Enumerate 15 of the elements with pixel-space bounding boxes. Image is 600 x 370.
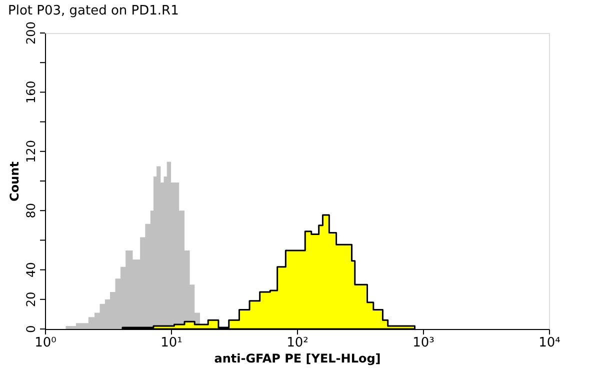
y-tick-label: 80 xyxy=(24,202,38,218)
y-axis-title: Count xyxy=(8,161,22,202)
y-tick-label: 120 xyxy=(24,140,38,163)
chart-title: Plot P03, gated on PD1.R1 xyxy=(8,4,179,19)
y-tick-label: 200 xyxy=(24,22,38,44)
y-tick-label: 20 xyxy=(24,292,38,308)
x-tick-label: 10⁴ xyxy=(538,336,560,350)
y-tick-label: 0 xyxy=(24,325,38,333)
x-axis-title: anti-GFAP PE [YEL-HLog] xyxy=(214,352,381,366)
x-tick-label: 10² xyxy=(286,336,308,350)
x-tick-label: 10³ xyxy=(412,336,434,350)
x-tick-label: 10¹ xyxy=(160,336,182,350)
y-tick-label: 160 xyxy=(24,80,38,104)
y-tick-label: 40 xyxy=(24,262,38,278)
x-tick-label: 10⁰ xyxy=(34,336,56,350)
